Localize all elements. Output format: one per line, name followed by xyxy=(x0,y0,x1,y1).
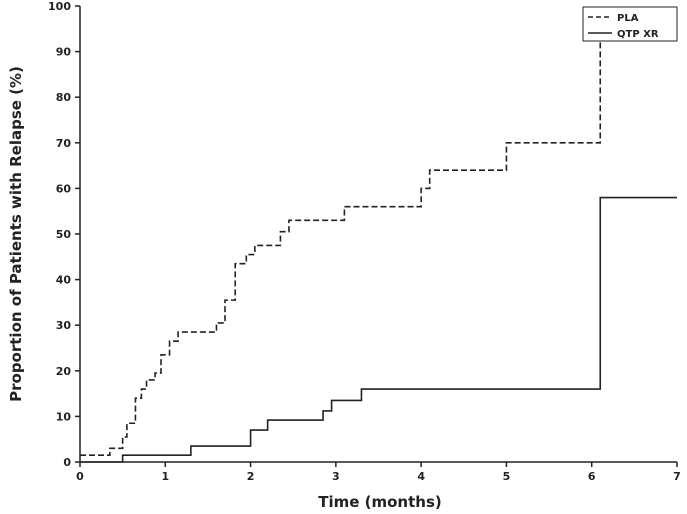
x-axis-ticks: 0 1 2 3 4 5 6 7 xyxy=(76,462,681,483)
y-tick-label: 60 xyxy=(56,182,72,195)
y-tick-label: 0 xyxy=(63,456,71,469)
legend-box xyxy=(582,6,678,42)
y-axis-title: Proportion of Patients with Relapse (%) xyxy=(7,66,25,402)
x-tick-label: 2 xyxy=(247,470,255,483)
x-tick-label: 7 xyxy=(673,470,681,483)
legend-label-pla: PLA xyxy=(617,13,639,24)
x-tick-label: 4 xyxy=(417,470,425,483)
y-tick-label: 20 xyxy=(56,365,72,378)
legend-label-qtp-xr: QTP XR xyxy=(617,29,659,40)
y-tick-label: 100 xyxy=(48,0,71,13)
series-layer xyxy=(80,28,677,463)
x-tick-label: 0 xyxy=(76,470,84,483)
x-tick-label: 3 xyxy=(332,470,340,483)
y-tick-label: 80 xyxy=(56,91,72,104)
legend: PLA QTP XR xyxy=(582,6,678,42)
x-tick-label: 5 xyxy=(503,470,511,483)
x-tick-label: 6 xyxy=(588,470,596,483)
y-tick-label: 70 xyxy=(56,137,72,150)
series-line-qtp-xr xyxy=(80,196,677,463)
y-axis-ticks: 0 10 20 30 40 50 60 70 80 90 100 xyxy=(48,0,80,469)
y-tick-label: 10 xyxy=(56,410,72,423)
y-tick-label: 50 xyxy=(56,228,72,241)
series-line-pla xyxy=(80,28,602,456)
y-tick-label: 40 xyxy=(56,274,72,287)
y-tick-label: 90 xyxy=(56,46,72,59)
plot-area xyxy=(79,6,677,463)
x-tick-label: 1 xyxy=(161,470,169,483)
x-axis-title: Time (months) xyxy=(318,493,442,511)
y-tick-label: 30 xyxy=(56,319,72,332)
